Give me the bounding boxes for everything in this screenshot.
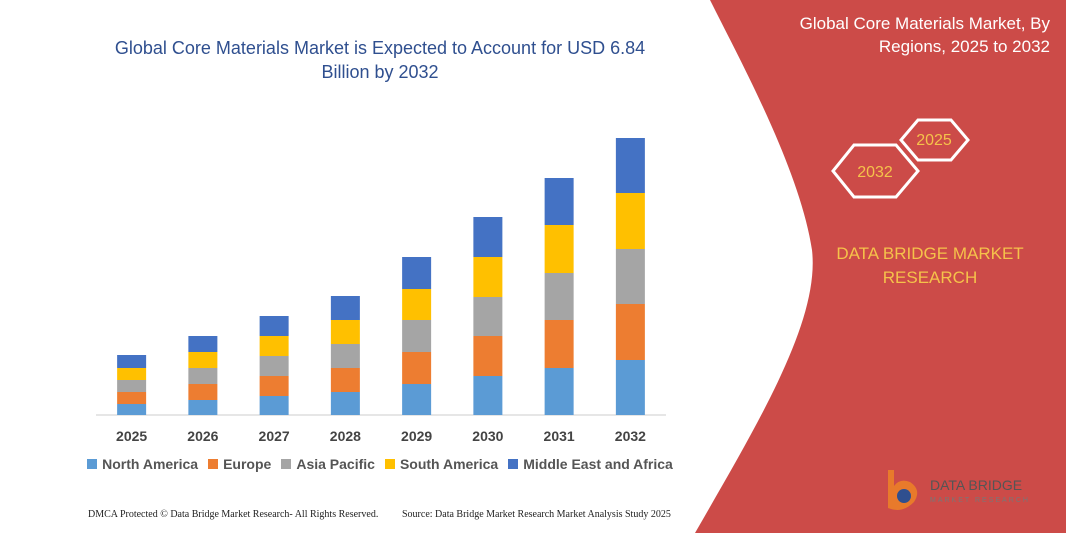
x-tick-label: 2032 [615, 428, 646, 444]
logo-subtext: MARKET RESEARCH [930, 497, 1030, 504]
bar-segment [188, 352, 218, 368]
bar-segment [544, 178, 574, 225]
legend-item: South America [384, 456, 499, 472]
legend-swatch [508, 459, 519, 469]
bar-segment [473, 297, 503, 336]
bar-segment [615, 138, 645, 193]
legend-label: North America [102, 456, 199, 472]
bar-segment [544, 368, 574, 415]
bar-segment [544, 320, 574, 368]
bar-segment [259, 356, 289, 376]
legend-item: Asia Pacific [281, 456, 375, 472]
x-tick-label: 2031 [544, 428, 575, 444]
bar-segment [330, 368, 360, 392]
bar-segment [473, 217, 503, 257]
x-tick-label: 2027 [259, 428, 290, 444]
bar-segment [615, 304, 645, 360]
hexagon [831, 143, 920, 199]
x-tick-label: 2026 [187, 428, 218, 444]
bar-segment [402, 257, 432, 289]
legend-label: South America [399, 456, 499, 472]
bar-segment [117, 380, 147, 392]
bar-segment [259, 336, 289, 356]
legend-swatch [281, 459, 292, 469]
bar-segment [117, 404, 147, 415]
bar-segment [544, 273, 574, 320]
legend-item: Middle East and Africa [508, 456, 673, 472]
hexagon-label: 2025 [916, 132, 952, 149]
legend-label: Middle East and Africa [523, 456, 673, 472]
chart-title: Global Core Materials Market is Expected… [114, 38, 646, 82]
bar-segment [117, 392, 147, 404]
logo-text: DATA BRIDGE [930, 477, 1022, 493]
bar-segment [259, 396, 289, 415]
bar-segment [473, 376, 503, 415]
side-panel [695, 0, 1066, 533]
bar-segment [117, 368, 147, 380]
legend-item: North America [87, 456, 198, 472]
x-tick-label: 2028 [330, 428, 361, 444]
bar-segment [402, 352, 432, 384]
bar-segment [615, 193, 645, 249]
panel-title: Global Core Materials Market, By Regions… [799, 14, 1050, 56]
footer-right: Source: Data Bridge Market Research Mark… [402, 509, 671, 520]
legend: North America Europe Asia Pacific South Ame… [60, 456, 700, 472]
x-tick-label: 2025 [116, 428, 147, 444]
bar-segment [402, 320, 432, 352]
bar-segment [473, 336, 503, 376]
logo: DATA BRIDGE MARKET RESEARCH [888, 470, 1030, 510]
footer-left: DMCA Protected © Data Bridge Market Rese… [88, 509, 379, 520]
bar-segment [402, 384, 432, 415]
bar-segment [330, 344, 360, 368]
legend-swatch [87, 459, 98, 469]
x-tick-label: 2029 [401, 428, 432, 444]
bar-segment [330, 296, 360, 320]
brand: DATA BRIDGE MARKET RESEARCH [836, 244, 1024, 287]
bar-segment [188, 400, 218, 415]
bar-segment [544, 225, 574, 273]
legend-swatch [208, 459, 219, 469]
legend-item: Europe [208, 456, 271, 472]
legend-swatch [384, 459, 395, 469]
bar-segment [473, 257, 503, 297]
x-tick-label: 2030 [472, 428, 503, 444]
hexagon [899, 118, 970, 162]
bar-segment [188, 336, 218, 352]
hexagon-label: 2032 [857, 164, 893, 181]
bar-segment [188, 368, 218, 384]
legend-label: Asia Pacific [296, 456, 375, 472]
bar-segment [117, 355, 147, 368]
bar-segment [615, 249, 645, 304]
bar-segment [188, 384, 218, 400]
bar-segment [259, 316, 289, 336]
bar-segment [259, 376, 289, 396]
legend-label: Europe [223, 456, 272, 472]
bar-segment [615, 360, 645, 415]
bar-segment [330, 392, 360, 415]
bar-segment [330, 320, 360, 344]
bar-segment [402, 289, 432, 320]
